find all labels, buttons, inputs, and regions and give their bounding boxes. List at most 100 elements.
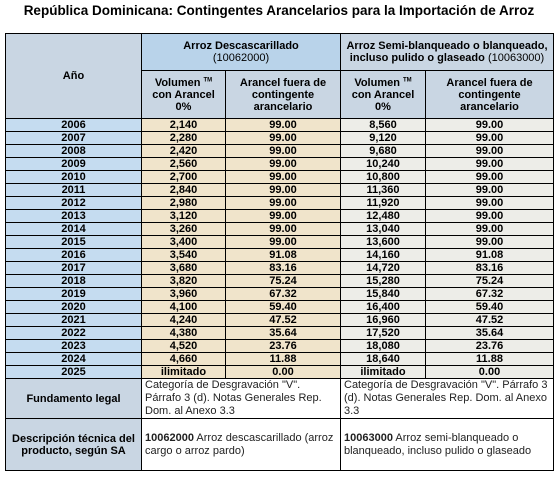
volume-cell: 14,160 <box>340 248 426 262</box>
tariff-cell: 99.00 <box>424 183 555 197</box>
tariff-cell: 11.88 <box>225 352 341 366</box>
tariff-cell: 59.40 <box>225 300 341 314</box>
tariff-cell: 99.00 <box>424 131 555 145</box>
volume-cell: 15,280 <box>340 274 426 288</box>
volume-cell: 3,820 <box>141 274 226 288</box>
tariff-cell: 67.32 <box>225 287 341 301</box>
year-cell: 2024 <box>5 352 142 366</box>
tariff-cell: 35.64 <box>225 326 341 340</box>
year-header: Año <box>5 33 142 119</box>
group-header: Arroz Descascarillado (10062000) <box>141 33 341 71</box>
volume-cell: 2,560 <box>141 157 226 171</box>
group-code: (10062000) <box>212 52 270 64</box>
tariff-cell: 83.16 <box>424 261 555 275</box>
legal-label: Fundamento legal <box>5 378 142 419</box>
volume-cell: 11,920 <box>340 196 426 210</box>
tariff-cell: 99.00 <box>225 118 341 132</box>
table-row: 2011 2,840 99.00 11,360 99.00 <box>5 183 555 197</box>
tariff-cell: 99.00 <box>424 170 555 184</box>
table-row: 2010 2,700 99.00 10,800 99.00 <box>5 170 555 184</box>
tariff-cell: 23.76 <box>424 339 555 353</box>
table-row: 2008 2,420 99.00 9,680 99.00 <box>5 144 555 158</box>
volume-cell: 8,560 <box>340 118 426 132</box>
year-cell: 2021 <box>5 313 142 327</box>
volume-cell: 17,520 <box>340 326 426 340</box>
table-row: 2023 4,520 23.76 18,080 23.76 <box>5 339 555 353</box>
volume-cell: 2,140 <box>141 118 226 132</box>
tariff-table: Año Arroz Descascarillado (10062000) Arro… <box>5 33 555 471</box>
table-row: 2013 3,120 99.00 12,480 99.00 <box>5 209 555 223</box>
group-name: Arroz Semi-blanqueado o blanqueado, incl… <box>346 40 548 64</box>
year-cell: 2008 <box>5 144 142 158</box>
tariff-cell: 47.52 <box>424 313 555 327</box>
tariff-cell: 99.00 <box>424 157 555 171</box>
tariff-cell: 99.00 <box>424 235 555 249</box>
tariff-cell: 0.00 <box>225 365 341 379</box>
volume-cell: 3,120 <box>141 209 226 223</box>
volume-cell: 16,960 <box>340 313 426 327</box>
volume-cell: 4,660 <box>141 352 226 366</box>
volume-cell: 3,260 <box>141 222 226 236</box>
description-body: Arroz descascarillado (arroz cargo o arr… <box>145 431 334 457</box>
year-cell: 2014 <box>5 222 142 236</box>
tariff-cell: 91.08 <box>424 248 555 262</box>
description-body: Arroz semi-blanqueado o blanqueado, incl… <box>344 431 532 457</box>
year-cell: 2019 <box>5 287 142 301</box>
table-row: 2009 2,560 99.00 10,240 99.00 <box>5 157 555 171</box>
volume-cell: 14,720 <box>340 261 426 275</box>
tariff-cell: 99.00 <box>225 131 341 145</box>
table-row: 2017 3,680 83.16 14,720 83.16 <box>5 261 555 275</box>
volume-cell: 3,680 <box>141 261 226 275</box>
tariff-cell: 99.00 <box>225 235 341 249</box>
table-row: 2014 3,260 99.00 13,040 99.00 <box>5 222 555 236</box>
year-cell: 2022 <box>5 326 142 340</box>
table-footer: Fundamento legal Categoría de Desgravaci… <box>5 378 555 471</box>
col-label: con Arancel 0% <box>351 88 415 113</box>
tariff-cell: 75.24 <box>424 274 555 288</box>
tariff-cell: 35.64 <box>424 326 555 340</box>
table-row: 2019 3,960 67.32 15,840 67.32 <box>5 287 555 301</box>
volume-cell: 4,100 <box>141 300 226 314</box>
group-code: (10063000) <box>487 52 545 64</box>
tariff-cell: 67.32 <box>424 287 555 301</box>
table-row: 2025 ilimitado 0.00 ilimitado 0.00 <box>5 365 555 379</box>
year-cell: 2015 <box>5 235 142 249</box>
volume-cell: 15,840 <box>340 287 426 301</box>
volume-cell: 4,380 <box>141 326 226 340</box>
year-cell: 2009 <box>5 157 142 171</box>
description-text: 10063000 Arroz semi-blanqueado o blanque… <box>339 418 555 471</box>
year-cell: 2025 <box>5 365 142 379</box>
tariff-cell: 99.00 <box>225 209 341 223</box>
volume-cell: 2,280 <box>141 131 226 145</box>
year-cell: 2011 <box>5 183 142 197</box>
table-row: 2021 4,240 47.52 16,960 47.52 <box>5 313 555 327</box>
tariff-cell: 11.88 <box>424 352 555 366</box>
tariff-cell: 99.00 <box>424 118 555 132</box>
year-cell: 2007 <box>5 131 142 145</box>
tariff-cell: 99.00 <box>225 144 341 158</box>
table-row: 2012 2,980 99.00 11,920 99.00 <box>5 196 555 210</box>
table-body: 2006 2,140 99.00 8,560 99.00 2007 2,280 99.00 9,… <box>5 118 555 379</box>
table-row: 2015 3,400 99.00 13,600 99.00 <box>5 235 555 249</box>
col-mark: TM <box>203 76 213 83</box>
year-cell: 2018 <box>5 274 142 288</box>
table-row: 2016 3,540 91.08 14,160 91.08 <box>5 248 555 262</box>
tariff-cell: 47.52 <box>225 313 341 327</box>
col-label: Volumen <box>354 76 400 89</box>
tariff-cell: 99.00 <box>225 196 341 210</box>
year-cell: 2020 <box>5 300 142 314</box>
volume-cell: 18,640 <box>340 352 426 366</box>
tariff-cell: 91.08 <box>225 248 341 262</box>
table-row: 2018 3,820 75.24 15,280 75.24 <box>5 274 555 288</box>
tariff-cell: 99.00 <box>225 183 341 197</box>
volume-cell: 2,840 <box>141 183 226 197</box>
column-header: Arancel fuera de contingente arancelario <box>424 70 555 119</box>
year-cell: 2006 <box>5 118 142 132</box>
col-mark: TM <box>403 76 412 83</box>
year-cell: 2017 <box>5 261 142 275</box>
year-cell: 2012 <box>5 196 142 210</box>
volume-cell: 3,960 <box>141 287 226 301</box>
tariff-cell: 99.00 <box>225 170 341 184</box>
group-header: Arroz Semi-blanqueado o blanqueado, incl… <box>339 33 555 71</box>
